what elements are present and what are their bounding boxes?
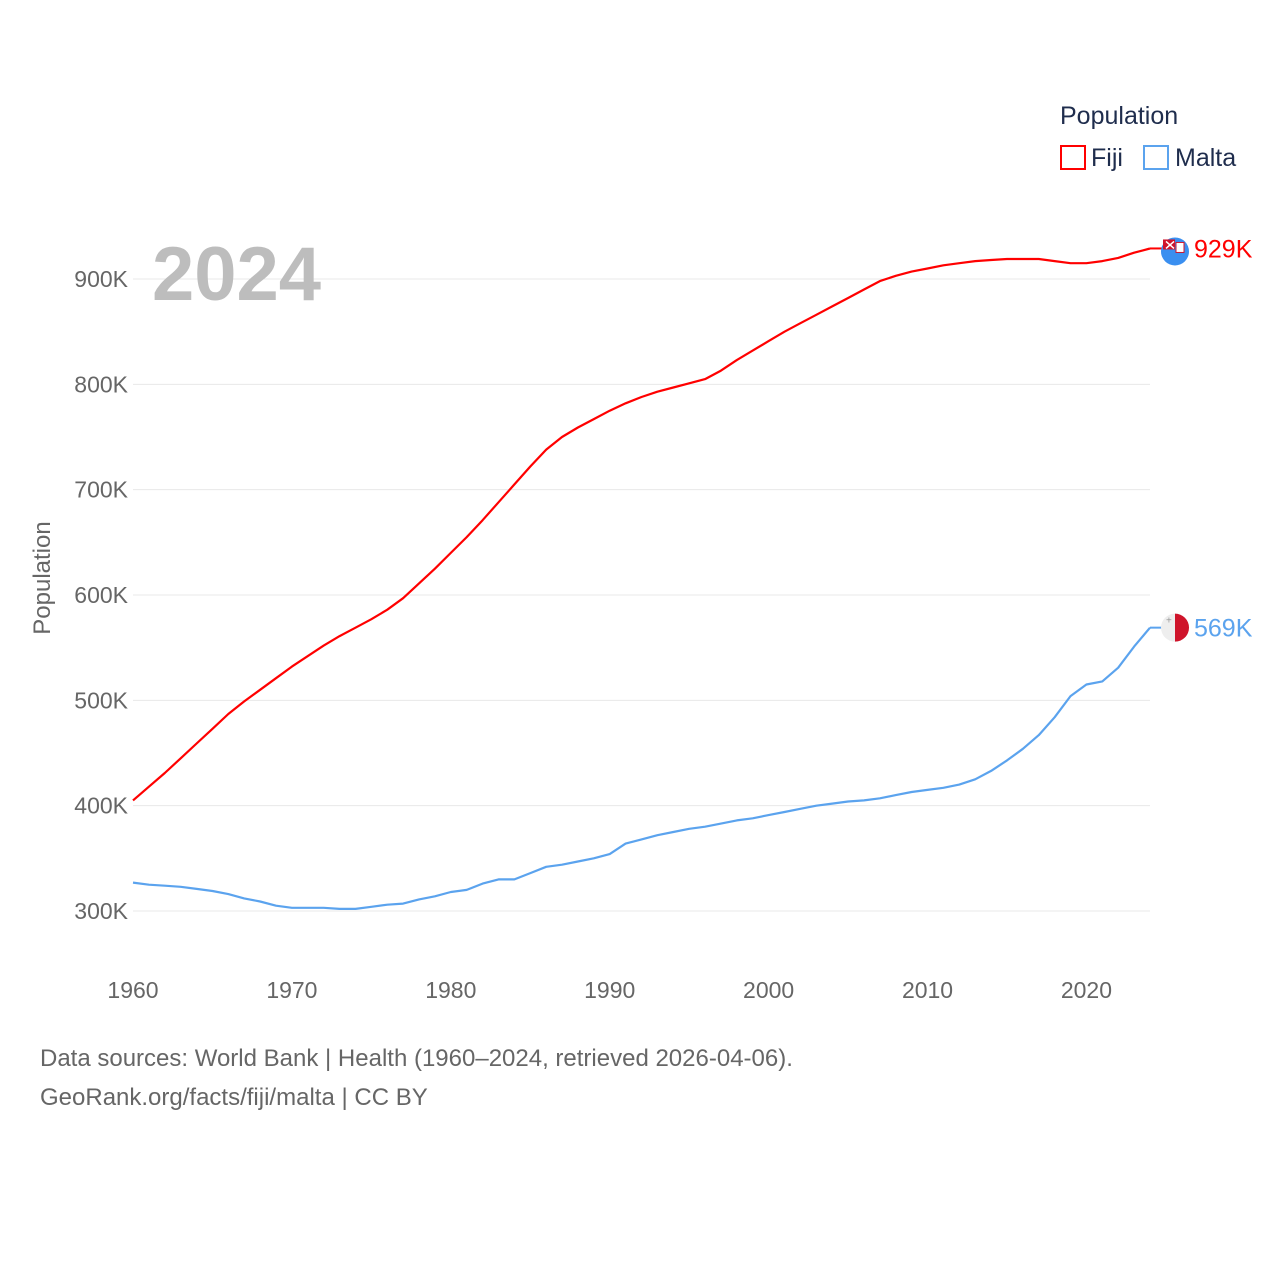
end-value-label-fiji: 929K: [1194, 235, 1253, 263]
legend-swatch-malta[interactable]: [1143, 145, 1169, 170]
series-line-malta: [132, 626, 1151, 910]
svg-text:+: +: [1166, 616, 1172, 627]
fiji-flag-icon: [1161, 237, 1189, 266]
legend-title: Population: [1060, 102, 1178, 130]
y-tick-label: 300K: [74, 898, 128, 924]
x-tick-label: 1990: [584, 977, 635, 1003]
x-tick-label: 2000: [743, 977, 794, 1003]
x-tick-label: 1980: [425, 977, 476, 1003]
legend-label-fiji[interactable]: Fiji: [1091, 144, 1123, 172]
year-title: 2024: [152, 232, 321, 317]
x-tick-label: 2020: [1061, 977, 1112, 1003]
data-source-note: Data sources: World Bank | Health (1960–…: [40, 1045, 793, 1072]
x-tick-label: 1960: [107, 977, 158, 1003]
legend-swatch-fiji[interactable]: [1060, 145, 1086, 170]
x-tick-label: 2010: [902, 977, 953, 1003]
y-tick-label: 800K: [74, 371, 128, 397]
series-line-fiji: [132, 247, 1151, 802]
x-tick-label: 1970: [266, 977, 317, 1003]
y-tick-label: 400K: [74, 793, 128, 819]
y-tick-label: 500K: [74, 687, 128, 713]
attribution-link[interactable]: GeoRank.org/facts/fiji/malta | CC BY: [40, 1084, 428, 1111]
legend: Population Fiji Malta: [1060, 102, 1236, 172]
y-axis-label: Population: [29, 521, 56, 634]
malta-flag-icon: +: [1161, 613, 1189, 642]
y-tick-label: 900K: [74, 266, 128, 292]
end-value-label-malta: 569K: [1194, 615, 1253, 643]
y-tick-label: 700K: [74, 477, 128, 503]
y-tick-label: 600K: [74, 582, 128, 608]
legend-label-malta[interactable]: Malta: [1175, 144, 1236, 172]
